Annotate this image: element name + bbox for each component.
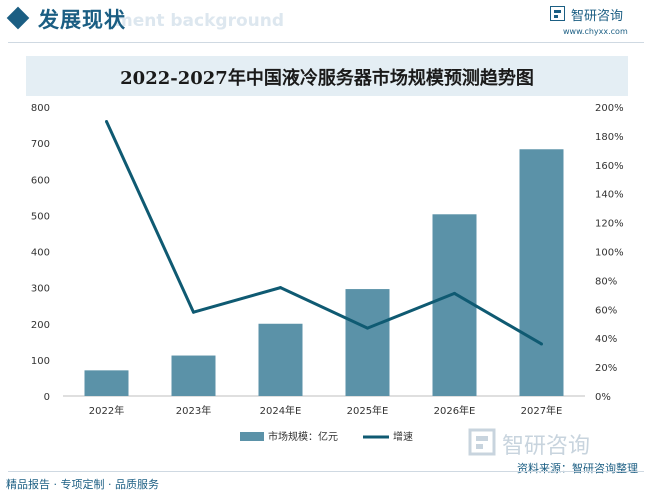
growth-line xyxy=(105,120,543,346)
y-left-tick-label: 800 xyxy=(31,103,50,114)
y-left-tick-label: 400 xyxy=(31,248,50,259)
chart-title: 2022-2027年中国液冷服务器市场规模预测趋势图 xyxy=(120,68,534,89)
section-title: 发展现状 xyxy=(38,8,126,32)
chart-title-band: 2022-2027年中国液冷服务器市场规模预测趋势图 xyxy=(26,56,628,96)
growth-point xyxy=(540,342,543,346)
y-left-tick-label: 100 xyxy=(31,356,50,367)
footer-tagline: 精品报告 · 专项定制 · 品质服务 xyxy=(6,478,159,491)
growth-point xyxy=(453,291,456,295)
bar xyxy=(519,149,564,396)
y-right-tick-label: 80% xyxy=(595,276,617,287)
header-divider xyxy=(8,42,644,43)
bar xyxy=(258,323,303,396)
y-right-tick-label: 120% xyxy=(595,219,624,230)
footer-divider xyxy=(8,471,644,472)
x-tick-label: 2026年E xyxy=(434,404,476,417)
growth-point xyxy=(366,326,369,330)
watermark-logo-icon xyxy=(468,428,496,456)
x-tick-label: 2025年E xyxy=(347,404,389,417)
bar xyxy=(171,355,216,396)
bar xyxy=(432,214,477,396)
y-right-tick-label: 60% xyxy=(595,305,617,316)
watermark-brand: 智研咨询 xyxy=(468,428,638,459)
x-tick-label: 2022年 xyxy=(89,404,124,417)
bar xyxy=(84,370,129,396)
brand-block: 智研咨询 www.chyxx.com xyxy=(550,5,640,39)
y-right-tick-label: 100% xyxy=(595,248,624,259)
y-right-tick-label: 20% xyxy=(595,363,617,374)
x-tick-label: 2023年 xyxy=(176,404,211,417)
legend-line-label: 增速 xyxy=(393,430,413,443)
source-note: 资料来源：智研咨询整理 xyxy=(517,462,638,475)
legend-bar-swatch xyxy=(240,432,264,441)
x-tick-label: 2027年E xyxy=(521,404,563,417)
y-right-tick-label: 140% xyxy=(595,190,624,201)
bar xyxy=(345,289,390,396)
y-left-tick-label: 700 xyxy=(31,139,50,150)
y-right-tick-label: 0% xyxy=(595,392,611,403)
growth-point xyxy=(105,119,108,123)
y-left-tick-label: 200 xyxy=(31,320,50,331)
brand-name: 智研咨询 xyxy=(571,9,624,24)
brand-url: www.chyxx.com xyxy=(563,27,628,36)
growth-point xyxy=(192,310,195,314)
y-left-tick-label: 0 xyxy=(44,392,50,403)
y-left-tick-label: 300 xyxy=(31,284,50,295)
brand-logo-icon xyxy=(550,6,565,21)
y-left-tick-label: 600 xyxy=(31,175,50,186)
header-ghost-text: ment background xyxy=(115,11,285,31)
y-right-tick-label: 40% xyxy=(595,334,617,345)
y-left-tick-label: 500 xyxy=(31,211,50,222)
watermark-brand-text: 智研咨询 xyxy=(502,434,591,459)
y-right-tick-label: 180% xyxy=(595,132,624,143)
y-right-tick-label: 160% xyxy=(595,161,624,172)
growth-point xyxy=(279,286,282,290)
y-right-tick-label: 200% xyxy=(595,103,624,114)
x-tick-label: 2024年E xyxy=(260,404,302,417)
header-bar: ment background 发展现状 智研咨询 www.chyxx.com xyxy=(0,0,652,42)
legend-bar-label: 市场规模：亿元 xyxy=(268,430,338,443)
